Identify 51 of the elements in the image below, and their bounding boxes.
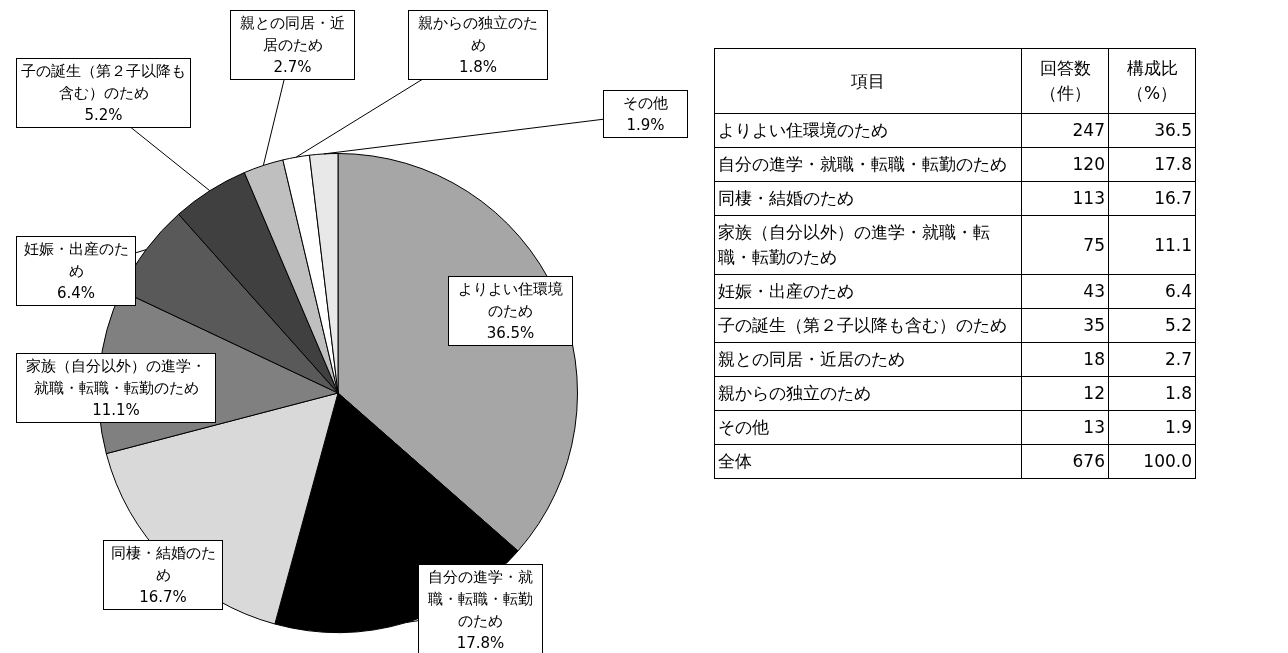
category-label: 親からの独立のため: [714, 376, 1022, 411]
data-label: 11.1%: [92, 401, 140, 419]
data-label: 16.7%: [139, 588, 187, 606]
slice-label: 自分の進学・就職・転職・転勤のため: [428, 568, 533, 630]
data-label: 5.2%: [84, 106, 123, 124]
slice-label: その他: [623, 94, 668, 112]
data-label: 676: [1021, 444, 1109, 479]
category-label: 家族（自分以外）の進学・就職・転職・転勤のため: [714, 215, 1022, 275]
slice-label: 家族（自分以外）の進学・就職・転職・転勤のため: [26, 357, 206, 397]
data-label: 1.8%: [458, 58, 498, 76]
data-label: 1.9: [1108, 410, 1196, 445]
data-label: 11.1: [1108, 215, 1196, 275]
data-label: 113: [1021, 181, 1109, 216]
category-label: 子の誕生（第２子以降も含む）のため: [714, 308, 1022, 343]
data-label: 6.4: [1108, 274, 1196, 309]
data-label: 18: [1021, 342, 1109, 377]
data-label: 1.9%: [626, 116, 665, 134]
category-label: よりよい住環境のため: [714, 113, 1022, 148]
data-label: 120: [1021, 147, 1109, 182]
data-label: 17.8%: [456, 634, 505, 652]
data-label: 5.2: [1108, 308, 1196, 343]
slice-label: 親との同居・近居のため: [240, 14, 345, 54]
category-label: 妊娠・出産のため: [714, 274, 1022, 309]
data-label: 43: [1021, 274, 1109, 309]
data-label: 17.8: [1108, 147, 1196, 182]
slice-label: 妊娠・出産のため: [23, 240, 129, 280]
data-label: 12: [1021, 376, 1109, 411]
data-label: 100.0: [1108, 444, 1196, 479]
data-label: 35: [1021, 308, 1109, 343]
data-label: 36.5%: [486, 324, 535, 342]
text: 項目: [714, 48, 1022, 114]
data-label: 36.5: [1108, 113, 1196, 148]
data-label: 247: [1021, 113, 1109, 148]
slice-label: 親からの独立のため: [418, 14, 538, 54]
slice-label: 子の誕生（第２子以降も含む）のため: [21, 62, 186, 102]
data-label: 1.8: [1108, 376, 1196, 411]
text: 回答数（件）: [1021, 48, 1109, 114]
category-label: 全体: [714, 444, 1022, 479]
category-label: 同棲・結婚のため: [714, 181, 1022, 216]
slice-label: 同棲・結婚のため: [110, 544, 216, 584]
data-label: 16.7: [1108, 181, 1196, 216]
data-label: 2.7: [1108, 342, 1196, 377]
data-label: 2.7%: [273, 58, 312, 76]
category-label: 親との同居・近居のため: [714, 342, 1022, 377]
text: 構成比（%）: [1108, 48, 1196, 114]
category-label: その他: [714, 410, 1022, 445]
slice-label: よりよい住環境のため: [458, 280, 563, 320]
data-label: 13: [1021, 410, 1109, 445]
category-label: 自分の進学・就職・転職・転勤のため: [714, 147, 1022, 182]
data-label: 75: [1021, 215, 1109, 275]
data-label: 6.4%: [56, 284, 96, 302]
